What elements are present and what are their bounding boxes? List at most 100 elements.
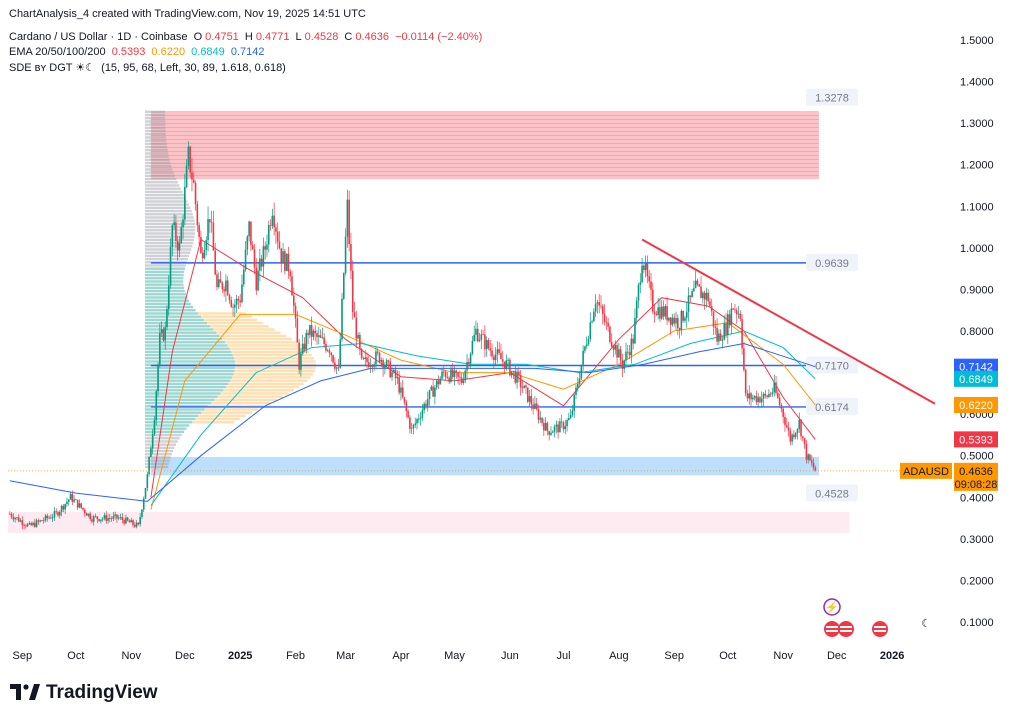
price-tag-bg [954,358,998,375]
candle-body [416,419,418,424]
candle-body [75,499,77,501]
candle-body [373,364,375,367]
volume-profile-bar [145,270,185,274]
candle-body [230,300,233,307]
candle-body [464,370,467,381]
candle-body [441,371,443,379]
candle-body [737,313,740,315]
candle-body [735,310,738,315]
open-label: O [193,31,203,43]
symbol-legend: Cardano / US Dollar · 1D · Coinbase O 0.4… [9,31,485,43]
volume-profile-bar [145,341,225,344]
candle-body [142,498,145,510]
candle-body [419,417,422,419]
candle-body [512,370,515,372]
candle-body [210,222,213,223]
volume-profile-bar [145,360,235,363]
volume-profile-bar [222,337,292,341]
candle-body [160,329,163,334]
volume-profile-bar [145,229,196,232]
volume-profile-bar [145,312,199,315]
candle-body [298,342,300,370]
candle-body [307,332,309,336]
candle-body [114,514,116,516]
candle-body [17,517,20,522]
candle-body [755,395,758,403]
low-label: L [295,31,302,43]
candle-body [398,377,400,393]
volume-profile-bar [145,456,171,459]
candle-body [793,434,795,438]
candle-body [350,243,352,271]
candle-body [621,360,624,369]
volume-profile-bar [145,126,166,130]
price-tag-bg [954,431,998,448]
candle-body [205,240,208,251]
candle-body [718,333,720,342]
brand-name: TradingView [46,682,158,703]
candle-body [101,518,104,520]
candle-body [637,284,640,301]
candle-body [753,395,756,398]
sde-label: SDE ʙʏ DGT ☀☾ [9,62,96,74]
candle-body [69,493,72,500]
volume-profile-bar [145,424,190,427]
volume-profile-bar [234,366,316,370]
candle-body [546,422,549,432]
candle-body [516,371,518,383]
candle-body [685,311,688,318]
candle-body [553,426,556,432]
tradingview-logo[interactable]: TradingView [10,682,158,704]
candle-body [187,146,190,166]
candle-body [346,199,349,237]
candle-body [450,369,452,382]
x-tick-label: Feb [286,650,305,662]
candle-body [112,515,115,519]
candle-body [773,382,776,393]
candle-body [366,357,368,363]
candle-body [748,393,751,399]
candle-body [89,513,91,520]
candle-body [21,520,24,526]
volume-profile-bar [145,155,169,158]
candle-body [394,369,397,379]
sde-legend: SDE ʙʏ DGT ☀☾ (15, 95, 68, Left, 30, 89,… [9,61,289,74]
candle-body [605,322,608,323]
candle-body [414,423,417,425]
y-tick-label: 0.8000 [960,326,994,338]
candle-body [734,309,736,311]
candle-body [148,456,150,475]
candle-body [582,350,584,365]
zone-label-supply: 1.3278 [815,93,849,105]
candle-body [653,311,656,315]
candle-body [601,306,604,315]
volume-profile-bar [145,462,170,466]
volume-profile-bar [145,286,185,290]
candle-body [484,334,486,350]
candle-body [410,428,413,430]
volume-profile-bar [145,353,233,357]
candle-body [571,410,574,415]
candle-body [476,328,479,342]
candle-body [251,245,254,250]
volume-profile-bar [145,334,220,338]
candle-body [362,357,365,359]
candle-body [503,361,506,369]
candle-body [144,487,147,499]
candle-body [141,509,143,518]
volume-profile-bar [225,385,299,389]
volume-profile-bar [145,254,190,258]
volume-profile-bar [145,200,188,203]
candle-body [321,337,324,339]
volume-profile-bar [214,398,277,402]
y-tick-label: 1.2000 [960,160,994,172]
candle-body [728,314,731,326]
candle-body [730,308,733,326]
candle-body [551,431,554,433]
volume-profile-bar [145,149,168,152]
candle-body [30,523,33,526]
candle-body [559,421,561,433]
candle-body [234,304,236,308]
volume-profile-bar [198,414,246,418]
